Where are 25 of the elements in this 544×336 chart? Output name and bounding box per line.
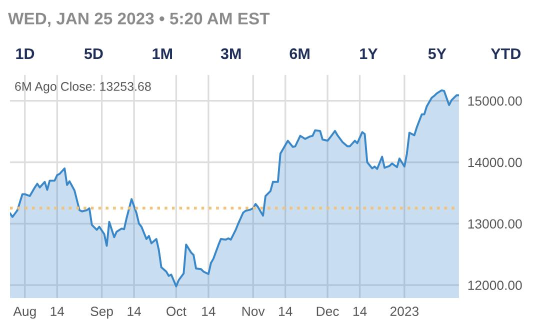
chart-title: WED, JAN 25 2023 • 5:20 AM EST: [8, 12, 270, 27]
text: 1D: [16, 48, 34, 59]
x-tick-label: 14: [279, 306, 292, 316]
text: 3M: [220, 48, 241, 60]
x-tick-label: 14: [353, 306, 367, 316]
text: 1Y: [360, 48, 378, 59]
text: 5Y: [428, 48, 446, 60]
x-tick-label: Sep: [90, 306, 113, 319]
y-tick-label: 15000.00: [468, 96, 522, 106]
x-tick-label: 14: [50, 306, 64, 316]
x-tick-label: 14: [128, 306, 141, 316]
y-tick-label: 13000.00: [468, 219, 522, 229]
y-tick-label: 14000.00: [468, 158, 522, 168]
x-tick-label: Nov: [242, 306, 265, 316]
y-tick-label: 12000.00: [468, 280, 522, 290]
x-tick-label: Aug: [13, 306, 36, 319]
x-tick-label: Dec: [316, 306, 339, 316]
x-tick-label: 14: [202, 306, 216, 316]
text: 1M: [152, 48, 172, 59]
text: 6M: [290, 48, 310, 60]
text: YTD: [490, 48, 521, 59]
text: 5D: [84, 48, 103, 60]
annotation: 6M Ago Close: 13253.68: [15, 82, 151, 94]
x-tick-label: Oct: [166, 306, 186, 316]
x-tick-label: 2023: [390, 306, 419, 316]
